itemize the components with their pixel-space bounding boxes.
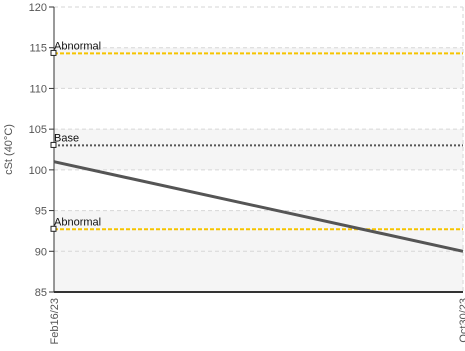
reference-label: Abnormal — [54, 40, 101, 52]
y-tick-label: 105 — [29, 124, 47, 136]
reference-marker — [50, 49, 57, 56]
shaded-band — [54, 129, 463, 170]
y-tick-label: 90 — [35, 246, 47, 258]
y-tick-label: 115 — [29, 43, 47, 55]
shaded-band — [54, 47, 463, 89]
series-line — [53, 160, 464, 253]
y-tick-label: 95 — [35, 206, 47, 218]
y-tick-label: 110 — [29, 83, 47, 95]
y-tick-label: 100 — [29, 165, 47, 177]
reference-marker — [50, 141, 57, 148]
x-tick-label: Oct30/23 — [458, 298, 465, 343]
y-tick-label: 120 — [29, 2, 47, 14]
reference-label: Abnormal — [54, 216, 101, 228]
y-tick-label: 85 — [35, 287, 47, 299]
y-axis-title: cSt (40°C) — [3, 124, 15, 175]
x-tick-label: Feb16/23 — [49, 298, 61, 344]
reference-marker — [50, 225, 57, 232]
reference-label: Base — [54, 132, 79, 144]
